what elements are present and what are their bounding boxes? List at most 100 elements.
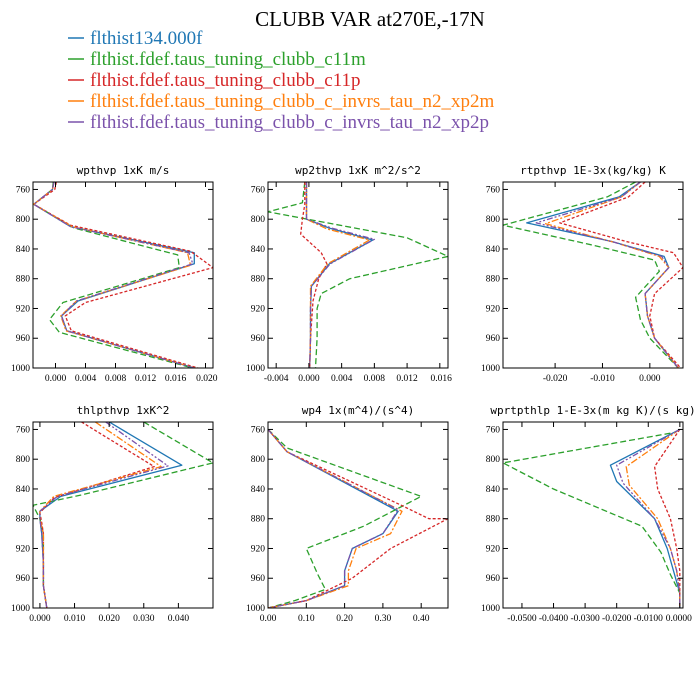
series-line-1 xyxy=(503,432,681,608)
series-line-2 xyxy=(653,429,681,608)
plot-frame xyxy=(32,421,214,609)
y-tick-label: 760 xyxy=(16,425,31,435)
panel-title: wp2thvp 1xK m^2/s^2 xyxy=(295,164,421,177)
x-tick-label: 0.020 xyxy=(196,374,218,384)
x-tick-label: 0.000 xyxy=(45,374,67,384)
x-tick-label: 0.010 xyxy=(64,614,86,624)
y-tick-label: 840 xyxy=(486,485,501,495)
series-line-3 xyxy=(544,182,679,368)
series-line-3 xyxy=(305,182,371,368)
x-tick-label: 0.030 xyxy=(133,614,155,624)
panel-2: wp2thvp 1xK m^2/s^2 760 800 840 880 920 960 100… xyxy=(246,164,452,384)
x-tick-label: 0.040 xyxy=(168,614,190,624)
y-tick-label: 800 xyxy=(486,455,501,465)
y-tick-label: 1000 xyxy=(481,604,500,614)
y-tick-label: 760 xyxy=(251,185,266,195)
y-tick-label: 800 xyxy=(16,215,31,225)
x-tick-label: -0.020 xyxy=(543,374,568,384)
series-line-2 xyxy=(300,182,328,368)
x-tick-label: -0.0300 xyxy=(570,614,600,624)
series-line-0 xyxy=(305,182,374,368)
figure-title: CLUBB VAR at270E,-17N xyxy=(255,7,485,31)
series-line-4 xyxy=(268,428,399,608)
y-tick-label: 960 xyxy=(486,574,501,584)
x-tick-label: -0.0400 xyxy=(539,614,569,624)
series-group xyxy=(503,182,683,368)
series-line-2 xyxy=(559,182,683,368)
series-group xyxy=(33,182,213,368)
x-tick-label: 0.30 xyxy=(375,614,392,624)
x-tick-label: 0.016 xyxy=(165,374,187,384)
x-tick-label: 0.000 xyxy=(298,374,320,384)
y-tick-label: 960 xyxy=(486,334,501,344)
y-tick-label: 880 xyxy=(251,515,266,525)
series-line-4 xyxy=(535,182,679,368)
x-tick-label: 0.016 xyxy=(430,374,452,384)
plot-frame xyxy=(267,181,449,369)
x-tick-label: 0.20 xyxy=(336,614,353,624)
x-tick-label: 0.0000 xyxy=(666,614,692,624)
y-tick-label: 920 xyxy=(251,304,266,314)
x-tick-label: 0.00 xyxy=(260,614,277,624)
y-tick-label: 960 xyxy=(251,334,266,344)
y-tick-label: 880 xyxy=(486,515,501,525)
y-tick-label: 920 xyxy=(16,304,31,314)
y-tick-label: 1000 xyxy=(481,364,500,374)
series-line-0 xyxy=(33,182,195,368)
series-line-4 xyxy=(305,182,376,368)
panel-title: wpthvp 1xK m/s xyxy=(77,164,170,177)
legend-entry-2: flthist.fdef.taus_tuning_clubb_c11p xyxy=(90,70,361,91)
series-line-3 xyxy=(625,428,681,608)
y-tick-label: 960 xyxy=(251,574,266,584)
series-line-1 xyxy=(33,182,193,368)
panel-1: wpthvp 1xK m/s 760 800 840 880 920 960 1000 0.00… xyxy=(11,164,218,384)
y-tick-label: 800 xyxy=(251,215,266,225)
plot-frame xyxy=(502,181,684,369)
x-tick-label: 0.020 xyxy=(98,614,120,624)
series-group xyxy=(33,422,213,608)
x-tick-label: 0.004 xyxy=(331,374,353,384)
plot-frame xyxy=(502,421,684,609)
series-line-4 xyxy=(39,422,169,608)
x-tick-label: -0.0100 xyxy=(634,614,664,624)
series-group xyxy=(503,428,681,608)
series-line-2 xyxy=(39,422,155,608)
legend-entry-3: flthist.fdef.taus_tuning_clubb_c_invrs_t… xyxy=(90,91,494,112)
y-tick-label: 960 xyxy=(16,574,31,584)
y-tick-label: 840 xyxy=(251,485,266,495)
y-tick-label: 760 xyxy=(16,185,31,195)
panel-title: rtpthvp 1E-3x(kg/kg) K xyxy=(520,164,666,177)
series-group xyxy=(268,428,448,608)
panel-3: rtpthvp 1E-3x(kg/kg) K 760 800 840 880 920 960… xyxy=(481,164,684,384)
y-tick-label: 840 xyxy=(251,245,266,255)
x-tick-label: 0.008 xyxy=(364,374,386,384)
y-tick-label: 920 xyxy=(486,304,501,314)
series-line-1 xyxy=(268,182,448,368)
series-group xyxy=(268,182,448,368)
y-tick-label: 840 xyxy=(16,485,31,495)
y-tick-label: 880 xyxy=(486,275,501,285)
x-tick-label: 0.012 xyxy=(135,374,157,384)
y-tick-label: 920 xyxy=(16,544,31,554)
panel-title: wprtpthlp 1-E-3x(m kg K)/(s kg) xyxy=(490,404,695,417)
y-tick-label: 1000 xyxy=(11,364,30,374)
y-tick-label: 800 xyxy=(251,455,266,465)
series-line-2 xyxy=(268,428,448,608)
x-tick-label: -0.0200 xyxy=(602,614,632,624)
x-tick-label: -0.004 xyxy=(264,374,289,384)
series-line-2 xyxy=(33,182,213,368)
plot-frame xyxy=(267,421,449,609)
x-tick-label: 0.004 xyxy=(75,374,97,384)
series-line-0 xyxy=(609,428,681,608)
y-tick-label: 840 xyxy=(16,245,31,255)
y-tick-label: 800 xyxy=(16,455,31,465)
series-line-0 xyxy=(39,422,183,608)
y-tick-label: 840 xyxy=(486,245,501,255)
y-tick-label: 920 xyxy=(251,544,266,554)
y-tick-label: 1000 xyxy=(11,604,30,614)
x-tick-label: 0.10 xyxy=(298,614,315,624)
y-tick-label: 960 xyxy=(16,334,31,344)
x-tick-label: -0.010 xyxy=(590,374,615,384)
legend-entry-1: flthist.fdef.taus_tuning_clubb_c11m xyxy=(90,49,366,70)
